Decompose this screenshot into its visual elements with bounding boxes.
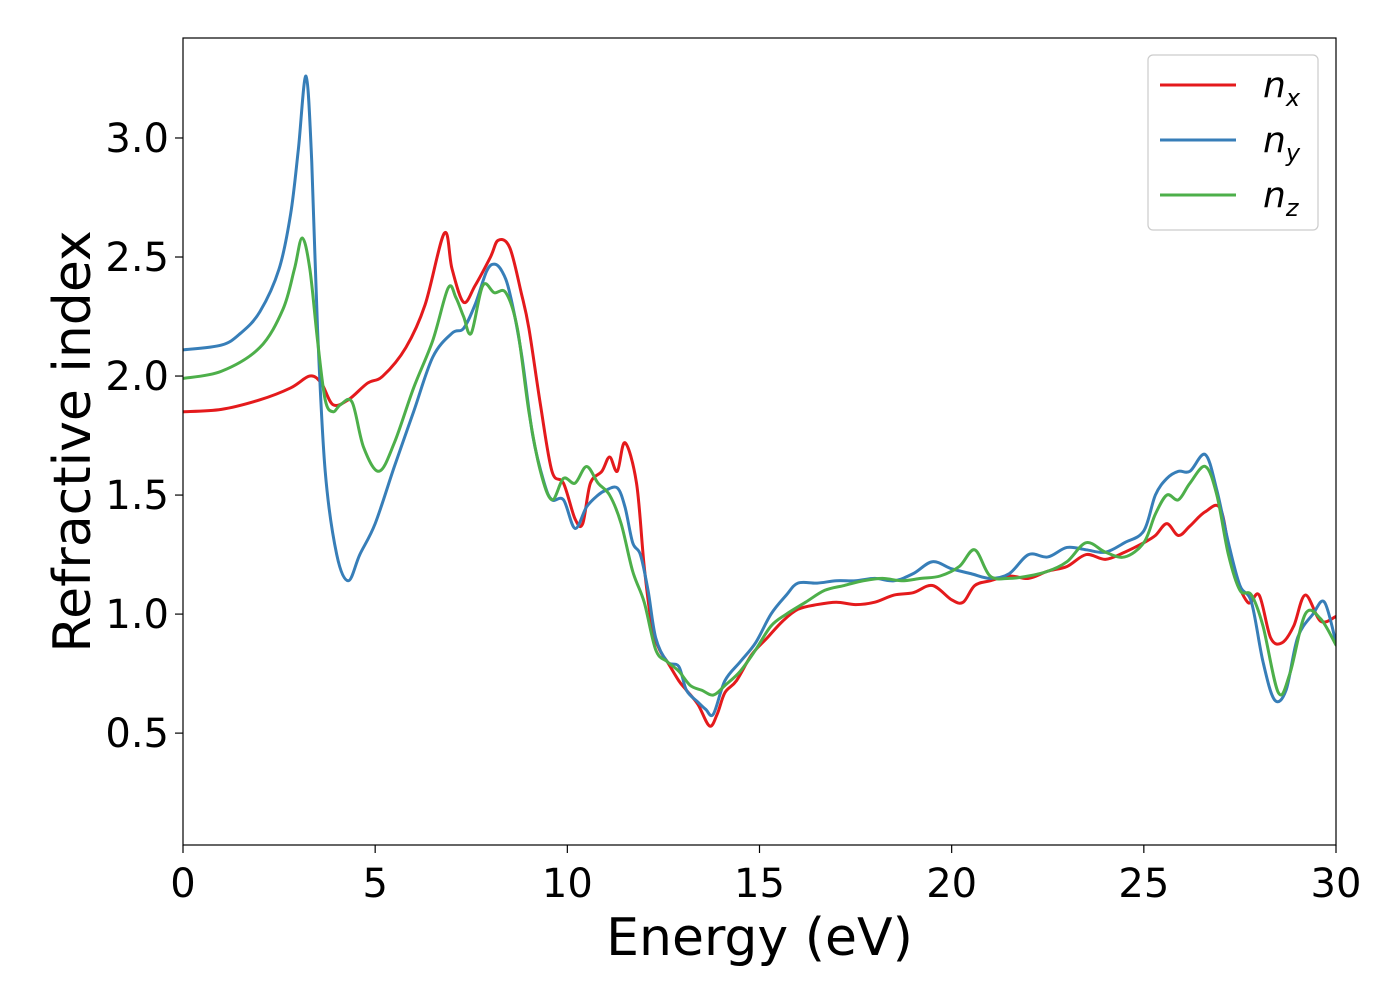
- x-tick-label: 5: [362, 861, 387, 907]
- series-line-y: [183, 74, 1336, 718]
- y-tick-label: 0.5: [105, 711, 169, 757]
- legend: nx ny nz: [1147, 54, 1319, 231]
- x-tick-label: 25: [1118, 861, 1169, 907]
- y-tick-label: 3.0: [105, 116, 169, 162]
- y-tick-label: 2.0: [105, 354, 169, 400]
- legend-box: [1147, 54, 1319, 231]
- x-tick-label: 30: [1311, 861, 1362, 907]
- y-axis-label: Refractive index: [43, 230, 103, 652]
- x-tick-label: 15: [734, 861, 785, 907]
- y-tick-label: 1.5: [105, 473, 169, 519]
- series-layer: [183, 74, 1336, 728]
- series-line-z: [183, 236, 1336, 697]
- y-tick-label: 2.5: [105, 235, 169, 281]
- x-axis-label: Energy (eV): [606, 908, 913, 968]
- y-tick-label: 1.0: [105, 592, 169, 638]
- series-line-x: [183, 231, 1336, 728]
- x-tick-label: 10: [542, 861, 593, 907]
- x-tick-label: 20: [926, 861, 977, 907]
- legend-label-z: nz: [1263, 175, 1300, 222]
- legend-label-x: nx: [1263, 65, 1301, 112]
- legend-label-y: ny: [1263, 120, 1301, 167]
- x-tick-label: 0: [170, 861, 195, 907]
- ticks-layer: 0 5 10 15 20 25 30 0.5 1.0 1.5 2.0 2.5 3.0: [105, 116, 1361, 907]
